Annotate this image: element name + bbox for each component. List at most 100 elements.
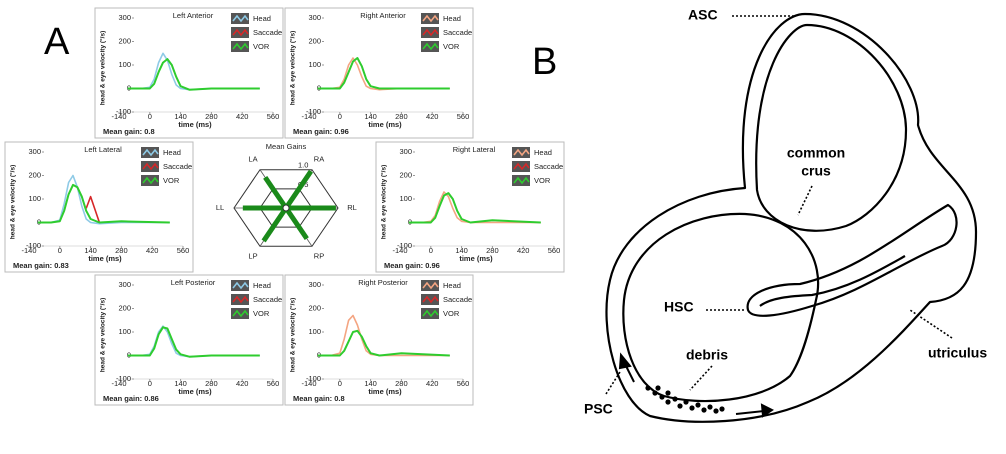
radar-axis-label: RA: [314, 154, 324, 163]
legend-label: VOR: [253, 42, 270, 51]
legend-label: Saccade: [253, 28, 282, 37]
x-tick-label: 280: [486, 246, 499, 255]
radar-axis-label: LA: [248, 154, 257, 163]
psc-inner: [622, 212, 820, 403]
mean-gain: Mean gain: 0.86: [103, 394, 159, 403]
vhit-chart: Left Posterior head & eye velocity (°/s) t…: [94, 274, 284, 406]
y-axis-label: head & eye velocity (°/s): [289, 298, 297, 373]
radar-title: Mean Gains: [266, 142, 307, 151]
x-tick-label: 560: [267, 112, 280, 121]
legend-glyph: [422, 309, 439, 318]
x-tick-label: 280: [395, 379, 408, 388]
x-tick-label: -140: [111, 112, 126, 121]
y-tick-label: 100: [28, 194, 41, 203]
vhit-chart: Right Posterior head & eye velocity (°/s)…: [284, 274, 474, 406]
x-tick-label: 560: [267, 379, 280, 388]
y-axis-label: head & eye velocity (°/s): [99, 31, 107, 106]
x-tick-label: 140: [455, 246, 468, 255]
y-tick-label: 100: [118, 60, 131, 69]
chart-title: Right Posterior: [358, 278, 408, 287]
x-tick-label: 420: [517, 246, 530, 255]
vhit-chart: Right Anterior head & eye velocity (°/s) t…: [284, 7, 474, 139]
hsc-loop: [746, 203, 958, 317]
x-tick-label: 140: [364, 112, 377, 121]
legend-label: Head: [534, 148, 552, 157]
x-tick-label: 140: [174, 379, 187, 388]
legend-glyph: [232, 281, 249, 290]
y-tick-label: 100: [308, 327, 321, 336]
chart-title: Right Lateral: [453, 145, 496, 154]
vhit-chart: Right Lateral head & eye velocity (°/s) ti…: [375, 141, 565, 273]
legend-label: Saccade: [443, 28, 472, 37]
x-axis-label: time (ms): [178, 120, 212, 129]
trace: [317, 329, 450, 357]
legend-glyph: [422, 281, 439, 290]
x-tick-label: 560: [548, 246, 561, 255]
x-tick-label: 0: [148, 112, 152, 121]
x-tick-label: -140: [392, 246, 407, 255]
x-tick-label: 560: [457, 112, 470, 121]
x-tick-label: 420: [146, 246, 159, 255]
y-tick-label: -100: [116, 374, 131, 383]
trace: [317, 57, 450, 90]
asc-inner: [755, 23, 908, 232]
x-tick-label: 280: [115, 246, 128, 255]
x-tick-label: 280: [395, 112, 408, 121]
y-tick-label: 100: [399, 194, 412, 203]
diagram-label: PSC: [584, 401, 613, 417]
x-axis-label: time (ms): [459, 254, 493, 263]
legend-glyph: [142, 162, 159, 171]
legend-glyph: [422, 14, 439, 23]
vhit-chart: Left Lateral head & eye velocity (°/s) tim…: [4, 141, 194, 273]
legend-label: Head: [443, 281, 461, 290]
chart-frame: [94, 274, 284, 406]
gain-spoke: [283, 206, 309, 241]
legend-label: VOR: [534, 176, 551, 185]
x-tick-label: 140: [84, 246, 97, 255]
legend-label: Saccade: [443, 295, 472, 304]
diagram-label: utriculus: [928, 345, 987, 361]
legend-label: Head: [443, 14, 461, 23]
x-tick-label: -140: [301, 112, 316, 121]
mean-gain: Mean gain: 0.96: [293, 127, 349, 136]
x-tick-label: 280: [205, 379, 218, 388]
y-tick-label: 100: [308, 60, 321, 69]
legend-glyph: [513, 148, 530, 157]
radar-center: [282, 204, 290, 212]
gain-spoke: [263, 175, 289, 210]
x-tick-label: -140: [111, 379, 126, 388]
gain-spoke: [283, 169, 314, 210]
y-tick-label: 200: [118, 303, 131, 312]
legend-glyph: [422, 295, 439, 304]
y-tick-label: 300: [399, 147, 412, 156]
legend-label: VOR: [443, 42, 460, 51]
debris: [645, 385, 725, 414]
y-tick-label: -100: [397, 241, 412, 250]
chart-frame: [284, 274, 474, 406]
legend-label: Saccade: [163, 162, 192, 171]
y-tick-label: 300: [28, 147, 41, 156]
trace: [85, 195, 101, 223]
panel-label: B: [532, 41, 557, 83]
x-tick-label: 0: [338, 112, 342, 121]
x-tick-label: 140: [364, 379, 377, 388]
radar-axis-label: LL: [216, 203, 224, 212]
chart-title: Left Anterior: [173, 11, 214, 20]
chart-title: Left Lateral: [84, 145, 122, 154]
x-tick-label: 0: [148, 379, 152, 388]
trace: [127, 326, 260, 358]
y-tick-label: 100: [118, 327, 131, 336]
y-axis-label: head & eye velocity (°/s): [380, 165, 388, 240]
diagram-label: HSC: [664, 299, 694, 315]
chart-title: Left Posterior: [171, 278, 216, 287]
x-axis-label: time (ms): [368, 120, 402, 129]
legend-label: Saccade: [534, 162, 563, 171]
y-tick-label: 300: [308, 280, 321, 289]
legend-glyph: [422, 28, 439, 37]
x-tick-label: 560: [457, 379, 470, 388]
radar-axis-label: LP: [248, 252, 257, 261]
hsc-inner: [759, 255, 906, 307]
legend-glyph: [232, 42, 249, 51]
